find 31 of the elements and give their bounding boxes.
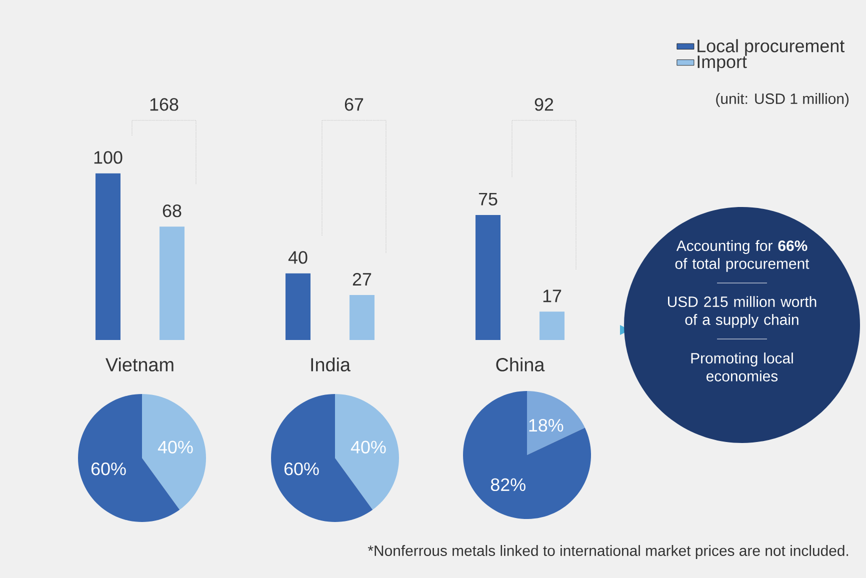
data-label: 60% <box>91 462 126 476</box>
text: Accounting for 66% of total procurement <box>675 240 810 272</box>
bar <box>160 226 185 340</box>
legend-label: Local procurement <box>698 39 845 56</box>
x-tick-label: China <box>496 358 545 372</box>
bar <box>540 312 565 340</box>
data-label: 18% <box>529 418 564 432</box>
data-label: 40% <box>158 440 193 454</box>
data-label: 60% <box>284 462 319 476</box>
text: 92 <box>534 98 554 111</box>
text: (unit: USD 1 million) <box>716 93 849 107</box>
text: 67 <box>344 98 364 111</box>
x-tick-label: Vietnam <box>106 358 174 372</box>
x-tick-label: India <box>311 358 351 372</box>
text: *Nonferrous metals linked to international market prices are not included. <box>368 545 848 559</box>
data-label: 75 <box>478 192 498 206</box>
legend-label: Import <box>698 56 747 72</box>
text: USD 215 million worth of a supply chain <box>668 296 816 328</box>
bar <box>476 214 501 340</box>
text: 168 <box>150 98 178 111</box>
data-label: 68 <box>162 204 182 218</box>
bar <box>96 173 120 340</box>
data-label: 100 <box>94 151 122 164</box>
data-label: 27 <box>352 272 372 286</box>
data-label: 40 <box>288 251 308 264</box>
text: Promoting local economies <box>691 352 793 382</box>
data-label: 82% <box>490 478 526 492</box>
bar <box>350 294 375 340</box>
data-label: 40% <box>350 440 386 454</box>
data-label: 17 <box>543 290 562 302</box>
bar <box>286 273 311 340</box>
